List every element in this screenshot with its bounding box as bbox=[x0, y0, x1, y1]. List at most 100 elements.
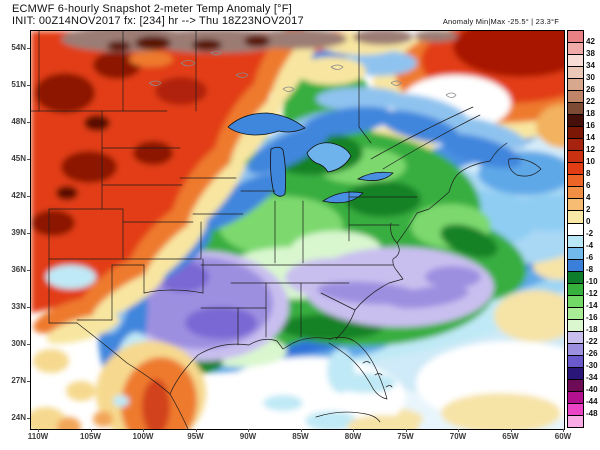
temperature-anomaly-field bbox=[31, 31, 564, 429]
colorbar-cell bbox=[568, 307, 583, 320]
lon-tick bbox=[405, 429, 407, 432]
colorbar-tick-label: -10 bbox=[586, 277, 598, 286]
colorbar-cell bbox=[568, 31, 583, 44]
lat-tick-label: 42N bbox=[11, 191, 26, 200]
lake-michigan bbox=[270, 146, 287, 197]
colorbar-tick-label: 22 bbox=[586, 97, 595, 106]
lat-tick bbox=[27, 381, 30, 382]
colorbar-cell bbox=[568, 115, 583, 128]
colorbar-tick-label: -44 bbox=[586, 397, 598, 406]
colorbar-cell bbox=[568, 163, 583, 176]
colorbar-cell bbox=[568, 79, 583, 92]
lon-tick bbox=[353, 429, 354, 432]
lat-tick-label: 36N bbox=[11, 265, 26, 274]
colorbar-cell bbox=[568, 175, 583, 188]
colorbar-cell bbox=[568, 151, 583, 164]
colorbar-cell bbox=[568, 391, 583, 404]
lat-tick bbox=[27, 233, 30, 234]
colorbar-cell bbox=[568, 259, 583, 272]
colorbar-cell bbox=[568, 355, 583, 368]
init-forecast-line: INIT: 00Z14NOV2017 fx: [234] hr --> Thu … bbox=[12, 15, 304, 27]
lon-tick bbox=[143, 429, 144, 432]
colorbar-tick-label: -16 bbox=[586, 313, 598, 322]
lat-tick bbox=[27, 270, 30, 271]
colorbar-tick-label: -14 bbox=[586, 301, 598, 310]
colorbar-tick-label: 26 bbox=[586, 85, 595, 94]
colorbar-tick-label: 16 bbox=[586, 121, 595, 130]
lat-tick-label: 51N bbox=[11, 80, 26, 89]
colorbar-tick-label: -22 bbox=[586, 337, 598, 346]
lat-tick bbox=[27, 196, 30, 197]
colorbar-tick-label: -26 bbox=[586, 349, 598, 358]
lat-tick-label: 27N bbox=[11, 376, 26, 385]
lon-tick bbox=[458, 429, 459, 432]
lat-tick bbox=[27, 48, 30, 49]
lon-tick bbox=[510, 429, 512, 432]
map-title: ECMWF 6-hourly Snapshot 2-meter Temp Ano… bbox=[12, 3, 292, 15]
colorbar-cell bbox=[568, 235, 583, 248]
lat-tick-label: 45N bbox=[11, 154, 26, 163]
lake-ontario bbox=[356, 171, 394, 181]
lon-tick-label: 90W bbox=[239, 432, 257, 441]
lat-tick bbox=[27, 85, 30, 86]
lon-tick-label: 105W bbox=[80, 432, 101, 441]
colorbar-cell bbox=[568, 187, 583, 200]
colorbar-cell bbox=[568, 295, 583, 308]
lake-superior bbox=[227, 112, 306, 136]
colorbar-tick-label: -4 bbox=[586, 241, 594, 250]
lon-tick-label: 75W bbox=[397, 432, 414, 441]
colorbar-tick-label: -12 bbox=[586, 289, 598, 298]
lon-tick bbox=[195, 429, 197, 432]
lon-tick-label: 110W bbox=[27, 432, 49, 441]
colorbar-tick-label: -48 bbox=[586, 409, 598, 418]
lon-tick-label: 65W bbox=[502, 432, 519, 441]
colorbar-cell bbox=[568, 199, 583, 212]
anomaly-minmax-label: Anomaly Min|Max -25.5° | 23.3°F bbox=[442, 17, 559, 26]
lake-erie bbox=[322, 191, 364, 204]
colorbar-tick-label: 38 bbox=[586, 49, 595, 58]
colorbar-cell bbox=[568, 55, 583, 68]
colorbar-cell bbox=[568, 283, 583, 296]
colorbar-tick-label: -34 bbox=[586, 373, 598, 382]
geography-boundaries bbox=[31, 31, 542, 429]
colorbar-cell bbox=[568, 403, 583, 416]
lat-tick-label: 30N bbox=[11, 339, 26, 348]
colorbar-tick-label: -8 bbox=[586, 265, 594, 274]
colorbar-tick-label: -40 bbox=[586, 385, 598, 394]
colorbar-tick-label: -2 bbox=[586, 229, 594, 238]
lat-tick bbox=[27, 122, 30, 123]
lon-tick-label: 60W bbox=[554, 432, 572, 441]
lat-tick bbox=[27, 307, 30, 308]
colorbar-cell bbox=[568, 247, 583, 260]
colorbar-tick-label: 30 bbox=[586, 73, 595, 82]
state-borders bbox=[31, 31, 542, 429]
colorbar-cell bbox=[568, 319, 583, 332]
colorbar-tick-label: 34 bbox=[586, 61, 595, 70]
colorbar-tick-label: -30 bbox=[586, 361, 598, 370]
colorbar-cell bbox=[568, 223, 583, 236]
colorbar-cell bbox=[568, 211, 583, 224]
colorbar-tick-label: 0 bbox=[586, 217, 591, 226]
colorbar-cell bbox=[568, 43, 583, 56]
colorbar bbox=[567, 30, 584, 428]
colorbar-cell bbox=[568, 367, 583, 380]
colorbar-tick-label: 42 bbox=[586, 37, 595, 46]
lat-tick-label: 39N bbox=[11, 228, 26, 237]
lon-tick bbox=[563, 429, 564, 432]
colorbar-cell bbox=[568, 139, 583, 152]
colorbar-cell bbox=[568, 91, 583, 104]
lon-tick bbox=[90, 429, 92, 432]
anomaly-map-canvas bbox=[31, 31, 564, 429]
lon-tick bbox=[248, 429, 249, 432]
map-panel bbox=[30, 30, 565, 430]
lon-tick-label: 95W bbox=[187, 432, 204, 441]
colorbar-cell bbox=[568, 416, 583, 428]
lat-tick bbox=[27, 344, 30, 345]
lon-tick-label: 85W bbox=[292, 432, 309, 441]
lon-tick bbox=[38, 429, 39, 432]
colorbar-cell bbox=[568, 379, 583, 392]
lon-tick bbox=[300, 429, 302, 432]
colorbar-tick-label: 18 bbox=[586, 109, 595, 118]
lat-tick-label: 54N bbox=[11, 43, 26, 52]
